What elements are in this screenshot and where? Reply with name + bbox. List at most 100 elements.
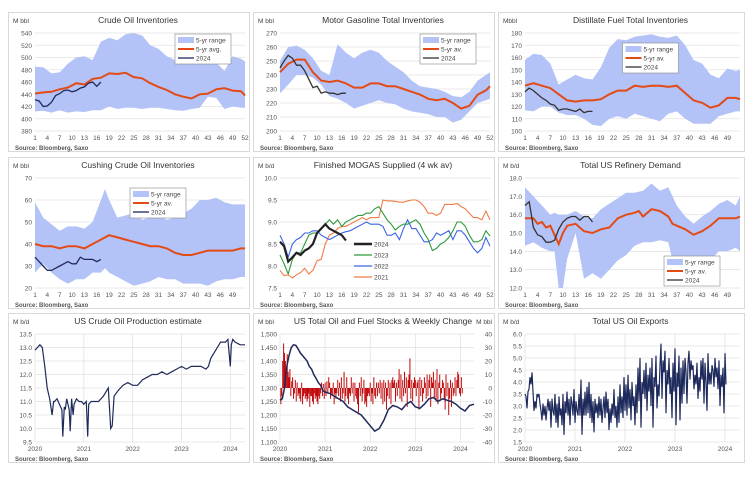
x-tick-label: 7 (548, 292, 552, 299)
y-tick-label: 540 (21, 31, 32, 38)
weekly-change-bar (456, 379, 458, 388)
weekly-change-bar (441, 388, 443, 394)
weekly-change-bar (446, 388, 448, 397)
x-tick-label: 2021 (77, 446, 92, 453)
x-tick-label: 37 (180, 135, 188, 142)
weekly-change-bar (362, 388, 364, 394)
weekly-change-bar (458, 374, 460, 388)
x-tick-label: 49 (229, 292, 237, 299)
y-tick-label: 270 (266, 31, 277, 38)
x-tick-label: 2024 (453, 446, 468, 453)
legend-label: 5-yr av. (644, 56, 665, 63)
chart-panel-gasoline: Motor Gasoline Total Inventories M bbl 200… (253, 12, 495, 152)
weekly-change-bar (393, 382, 395, 388)
weekly-change-bar (321, 388, 323, 397)
x-tick-label: 31 (155, 292, 163, 299)
x-tick-label: 10 (559, 292, 567, 299)
x-tick-label: 37 (425, 135, 433, 142)
legend: 5-yr range 5-yr av. 2024 (129, 187, 187, 219)
y-tick-label: 17.0 (509, 194, 522, 201)
weekly-change-bar (397, 379, 399, 388)
chart-title: Motor Gasoline Total Inventories (322, 15, 444, 25)
x-tick-label: 10 (68, 135, 76, 142)
y-tick-label: 14.0 (509, 249, 522, 256)
series-line-exports (524, 343, 727, 435)
y-tick-label: 7.5 (268, 286, 277, 293)
weekly-change-bar (353, 388, 355, 402)
x-tick-label: 1 (278, 135, 282, 142)
x-tick-label: 22 (363, 292, 371, 299)
legend-label: 5-yr range (441, 38, 471, 45)
weekly-change-bar (415, 388, 417, 397)
weekly-change-bar (396, 388, 398, 397)
x-tick-label: 16 (93, 135, 101, 142)
weekly-change-bar (322, 383, 324, 388)
weekly-change-bar (447, 382, 449, 388)
y-tick-label: 12.0 (19, 372, 32, 379)
y-tick-label: 13.5 (19, 332, 32, 339)
weekly-change-bar (336, 388, 338, 394)
x-tick-label: 16 (338, 135, 346, 142)
weekly-change-bar (412, 388, 414, 402)
x-tick-label: 2020 (273, 446, 288, 453)
weekly-change-bar (404, 371, 406, 388)
x-tick-label: 43 (449, 135, 457, 142)
x-tick-label: 34 (661, 292, 669, 299)
y-tick-label: 8.0 (268, 264, 277, 271)
weekly-change-bar (394, 379, 396, 388)
y-tick-label: 9.5 (268, 198, 277, 205)
weekly-change-bar (373, 377, 375, 388)
y-tick-label: 1,250 (261, 399, 278, 406)
y-tick-label: 13.0 (509, 267, 522, 274)
y-tick-label: 10.5 (19, 413, 32, 420)
y-tick-label: 420 (21, 104, 32, 111)
x-tick-label: 4 (291, 135, 295, 142)
weekly-change-bar (378, 388, 380, 394)
weekly-change-bar (383, 379, 385, 388)
weekly-change-bar (311, 388, 313, 402)
x-tick-label: 31 (648, 292, 656, 299)
weekly-change-bar (290, 388, 292, 397)
weekly-change-bar (289, 369, 291, 388)
weekly-change-bar (314, 388, 316, 399)
x-tick-label: 46 (462, 135, 470, 142)
legend-label: 5-yr range (685, 260, 715, 267)
source-label: Source: Bloomberg, Saxo (260, 146, 334, 152)
weekly-change-bar (318, 388, 320, 397)
weekly-change-bar (401, 388, 403, 402)
x-tick-label: 49 (724, 135, 732, 142)
x-tick-label: 40 (686, 135, 694, 142)
line-2024 (279, 54, 346, 96)
weekly-change-bar (299, 388, 301, 399)
x-tick-label: 13 (81, 135, 89, 142)
x-tick-label: 37 (673, 135, 681, 142)
legend-label: 5-yr avg. (196, 47, 221, 54)
y-tick-label: 240 (266, 73, 277, 80)
x-tick-label: 16 (585, 135, 593, 142)
source-label: Source: Bloomberg, Saxo (15, 457, 89, 463)
source-label: Source: Bloomberg, Saxo (505, 146, 579, 152)
weekly-change-bar (431, 382, 433, 388)
y-tick-label: 250 (266, 59, 277, 66)
weekly-change-bar (404, 388, 406, 394)
x-tick-label: 2024 (718, 446, 733, 453)
x-tick-label: 19 (597, 135, 605, 142)
weekly-change-bar (432, 371, 434, 388)
x-tick-label: 2023 (174, 446, 189, 453)
weekly-change-bar (389, 382, 391, 388)
chart-title: US Crude Oil Production estimate (74, 316, 202, 326)
chart-panel-refinery: Total US Refinery Demand M b/d 12.0 13.0 14.… (498, 157, 745, 309)
y-axis-unit: M bbl (258, 18, 274, 25)
legend-swatch-range (625, 46, 642, 52)
weekly-change-bar (351, 388, 353, 394)
weekly-change-bar (370, 388, 372, 402)
x-tick-label: 49 (474, 135, 482, 142)
chart-panel-cushing: Cushing Crude Oil Inventories M bbl 20 30 40… (8, 157, 250, 309)
weekly-change-bar (416, 382, 418, 388)
x-tick-label: 1 (33, 292, 37, 299)
weekly-change-bar (327, 388, 329, 394)
weekly-change-bar (454, 377, 456, 388)
weekly-change-bar (330, 388, 332, 394)
weekly-change-bar (288, 377, 290, 388)
